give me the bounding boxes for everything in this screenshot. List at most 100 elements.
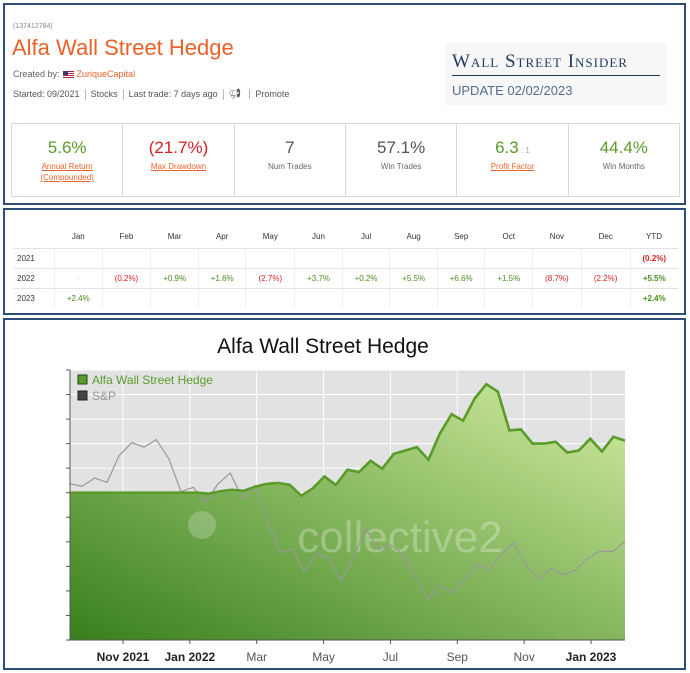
- column-header: May: [262, 231, 278, 241]
- started-date: Started: 09/2021: [13, 89, 80, 99]
- ytd-cell: +5.5%: [629, 268, 678, 289]
- created-by: Created by: ZuriqueCapital: [13, 69, 135, 79]
- stat-value: 5.6%: [47, 138, 87, 157]
- sp-line: [69, 438, 626, 601]
- month-cell: [341, 248, 390, 269]
- ytd-cell: +2.4%: [629, 288, 678, 308]
- x-tick-label: May: [312, 650, 335, 664]
- month-cell: [197, 288, 246, 308]
- brand-divider: [452, 75, 660, 76]
- hedge-line: [70, 382, 626, 498]
- owner-link[interactable]: ZuriqueCapital: [76, 69, 136, 79]
- brand-title: Wall Street Insider: [452, 51, 628, 72]
- legend-label-sp: S&P: [92, 389, 116, 403]
- stat-5: 44.4% Win Months: [567, 124, 679, 196]
- row-year: 2023: [13, 288, 55, 308]
- watermark-logo-icon: [188, 511, 216, 539]
- row-year: 2022: [13, 268, 55, 289]
- column-header: Apr: [215, 231, 229, 241]
- month-cell: [101, 288, 151, 308]
- month-cell: +6.6%: [436, 268, 485, 289]
- stat-label: Win Months: [602, 162, 645, 171]
- month-cell: +0.9%: [150, 268, 199, 289]
- promote-label: Promote: [249, 89, 295, 99]
- stat-3: 57.1% Win Trades: [344, 124, 456, 196]
- legend-swatch-hedge: [77, 374, 88, 385]
- stat-4[interactable]: 6.3 : 1 Profit Factor: [456, 124, 567, 196]
- stat-value: 6.3 : 1: [495, 138, 530, 157]
- month-cell: [436, 248, 485, 269]
- month-cell: [294, 248, 343, 269]
- promote-button[interactable]: 📢︎ Promote: [222, 89, 300, 100]
- watermark-text: collective2: [297, 513, 502, 562]
- x-tick-label: Jul: [383, 650, 398, 664]
- month-cell: [532, 288, 582, 308]
- column-header: Feb: [119, 231, 134, 241]
- month-cell: [389, 288, 438, 308]
- strategy-header-panel: (137412784) Alfa Wall Street Hedge Creat…: [3, 3, 686, 205]
- month-cell: [532, 248, 582, 269]
- stat-1[interactable]: (21.7%) Max Drawdown: [122, 124, 233, 196]
- column-header: Mar: [167, 231, 182, 241]
- month-cell: [197, 248, 246, 269]
- month-cell: [150, 248, 199, 269]
- table-row: 2023 +2.4% +2.4%: [13, 288, 678, 308]
- month-cell: +3.7%: [294, 268, 343, 289]
- stat-label: Win Trades: [380, 162, 422, 171]
- x-tick-label: Jan 2023: [566, 650, 617, 664]
- month-cell: -: [54, 268, 103, 289]
- month-cell: +1.6%: [197, 268, 246, 289]
- stat-0[interactable]: 5.6% Annual Return (Compounded): [12, 124, 122, 196]
- created-by-label: Created by:: [13, 69, 60, 79]
- month-cell: (0.2%): [101, 268, 151, 289]
- month-cell: +1.5%: [484, 268, 533, 289]
- x-tick-label: Sep: [447, 650, 469, 664]
- stat-value: 57.1%: [377, 138, 426, 157]
- month-cell: +0.2%: [341, 268, 390, 289]
- column-header: Nov: [549, 231, 565, 241]
- column-header: Oct: [502, 231, 515, 241]
- month-cell: [580, 248, 631, 269]
- stat-value: 7: [285, 138, 295, 157]
- megaphone-icon: 📢︎: [228, 89, 242, 100]
- column-header: Jul: [360, 231, 372, 241]
- table-header-row: Jan Feb Mar Apr May Jun Jul Aug Sep Oct Nov Dec YTD: [13, 224, 678, 249]
- strategy-title[interactable]: Alfa Wall Street Hedge: [12, 35, 234, 60]
- month-cell: (8.7%): [532, 268, 582, 289]
- stat-label[interactable]: Annual Return (Compounded): [40, 162, 94, 182]
- month-cell: [484, 288, 533, 308]
- brand-box: Wall Street Insider UPDATE 02/02/2023: [445, 43, 667, 105]
- month-cell: [580, 288, 631, 308]
- column-header: Jan: [71, 231, 85, 241]
- month-cell: [294, 288, 343, 308]
- monthly-returns-panel: Jan Feb Mar Apr May Jun Jul Aug Sep Oct Nov Dec YTD 2…: [3, 208, 686, 315]
- asset-class: Stocks: [84, 89, 123, 100]
- stat-label[interactable]: Profit Factor: [490, 162, 535, 171]
- ytd-cell: (0.2%): [629, 248, 678, 269]
- stat-value: 44.4%: [599, 138, 648, 157]
- table-row: 2021 (0.2%): [13, 248, 678, 269]
- column-header: [13, 224, 55, 249]
- hedge-area: [70, 384, 625, 640]
- month-cell: [245, 248, 295, 269]
- x-tick-label: Nov 2021: [97, 650, 150, 664]
- column-header: Sep: [454, 231, 469, 241]
- table-row: 2022- (0.2%) +0.9% +1.6% (2.7%) +3.7% +0.2% +5.…: [13, 268, 678, 289]
- legend-label-hedge: Alfa Wall Street Hedge: [92, 373, 213, 387]
- month-cell: [436, 288, 485, 308]
- stat-label[interactable]: Max Drawdown: [150, 162, 207, 171]
- month-cell: [245, 288, 295, 308]
- last-trade: Last trade: 7 days ago: [122, 89, 223, 100]
- strategy-meta: Started: 09/2021 Stocks Last trade: 7 da…: [13, 89, 299, 100]
- chart-title: Alfa Wall Street Hedge: [217, 335, 429, 358]
- month-cell: [484, 248, 533, 269]
- equity-chart: Alfa Wall Street Hedge collective2 Nov 202…: [66, 335, 626, 664]
- month-cell: [341, 288, 390, 308]
- column-header: Dec: [598, 231, 613, 241]
- brand-update: UPDATE 02/02/2023: [452, 83, 573, 98]
- legend-swatch-sp: [77, 390, 88, 401]
- x-tick-label: Nov: [513, 650, 534, 664]
- stat-sub: : 1: [518, 146, 530, 155]
- equity-chart-panel: Alfa Wall Street Hedge collective2 Nov 202…: [3, 318, 686, 670]
- column-header: Jun: [312, 231, 325, 241]
